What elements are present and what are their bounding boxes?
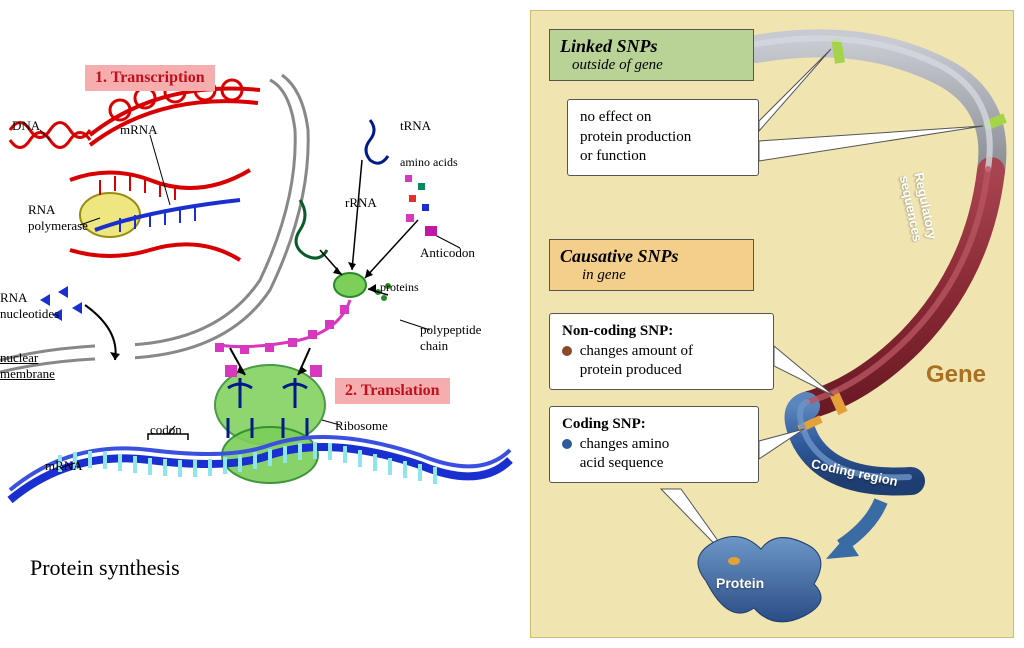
causative-snps-header: Causative SNPs in gene — [549, 239, 754, 291]
label-proteins: proteins — [380, 280, 419, 295]
coding-title: Coding SNP: — [562, 415, 746, 435]
label-polypeptide: polypeptide chain — [420, 322, 481, 354]
stage1-text: 1. Transcription — [95, 69, 205, 86]
main-title: Protein synthesis — [30, 555, 180, 581]
coding-text: changes amino acid sequence — [580, 435, 670, 474]
label-codon: codon — [150, 422, 182, 438]
label-mrna-2: mRNA — [45, 458, 83, 474]
causative-title: Causative SNPs — [560, 246, 743, 267]
label-rrna: rRNA — [345, 195, 377, 211]
stage-2-translation: 2. Translation — [335, 378, 450, 404]
transcription-translation-svg — [0, 0, 520, 560]
coding-dot-icon — [562, 439, 572, 449]
gene-label: Gene — [926, 361, 986, 389]
coding-snp-box: Coding SNP: changes amino acid sequence — [549, 406, 759, 483]
label-anticodon: Anticodon — [420, 245, 475, 261]
label-ribosome: Ribosome — [335, 418, 388, 434]
label-amino-acids: amino acids — [400, 155, 458, 170]
stage2-text: 2. Translation — [345, 382, 440, 399]
noncoding-snp-box: Non-coding SNP: changes amount of protei… — [549, 313, 774, 390]
linked-snps-box: no effect on protein production or funct… — [567, 99, 759, 176]
label-mrna-1: mRNA — [120, 122, 158, 138]
noncoding-row: changes amount of protein produced — [562, 342, 761, 381]
label-nuclear-membrane: nuclear membrane — [0, 350, 55, 382]
linked-subtitle: outside of gene — [560, 57, 743, 74]
label-rna-nucleotides: RNA nucleotides — [0, 290, 59, 322]
label-rna-polymerase: RNA polymerase — [28, 202, 88, 234]
coding-row: changes amino acid sequence — [562, 435, 746, 474]
protein-label: Protein — [716, 575, 764, 591]
noncoding-text: changes amount of protein produced — [580, 342, 693, 381]
linked-title: Linked SNPs — [560, 36, 743, 57]
stage-1-transcription: 1. Transcription — [85, 65, 215, 91]
label-dna: DNA — [12, 118, 40, 134]
snp-diagram: Linked SNPs outside of gene no effect on… — [530, 10, 1014, 638]
protein-synthesis-diagram: 1. Transcription 2. Translation DNA mRNA… — [0, 0, 520, 648]
noncoding-dot-icon — [562, 346, 572, 356]
noncoding-title: Non-coding SNP: — [562, 322, 761, 342]
linked-snps-header: Linked SNPs outside of gene — [549, 29, 754, 81]
causative-subtitle: in gene — [560, 267, 743, 284]
label-trna: tRNA — [400, 118, 431, 134]
